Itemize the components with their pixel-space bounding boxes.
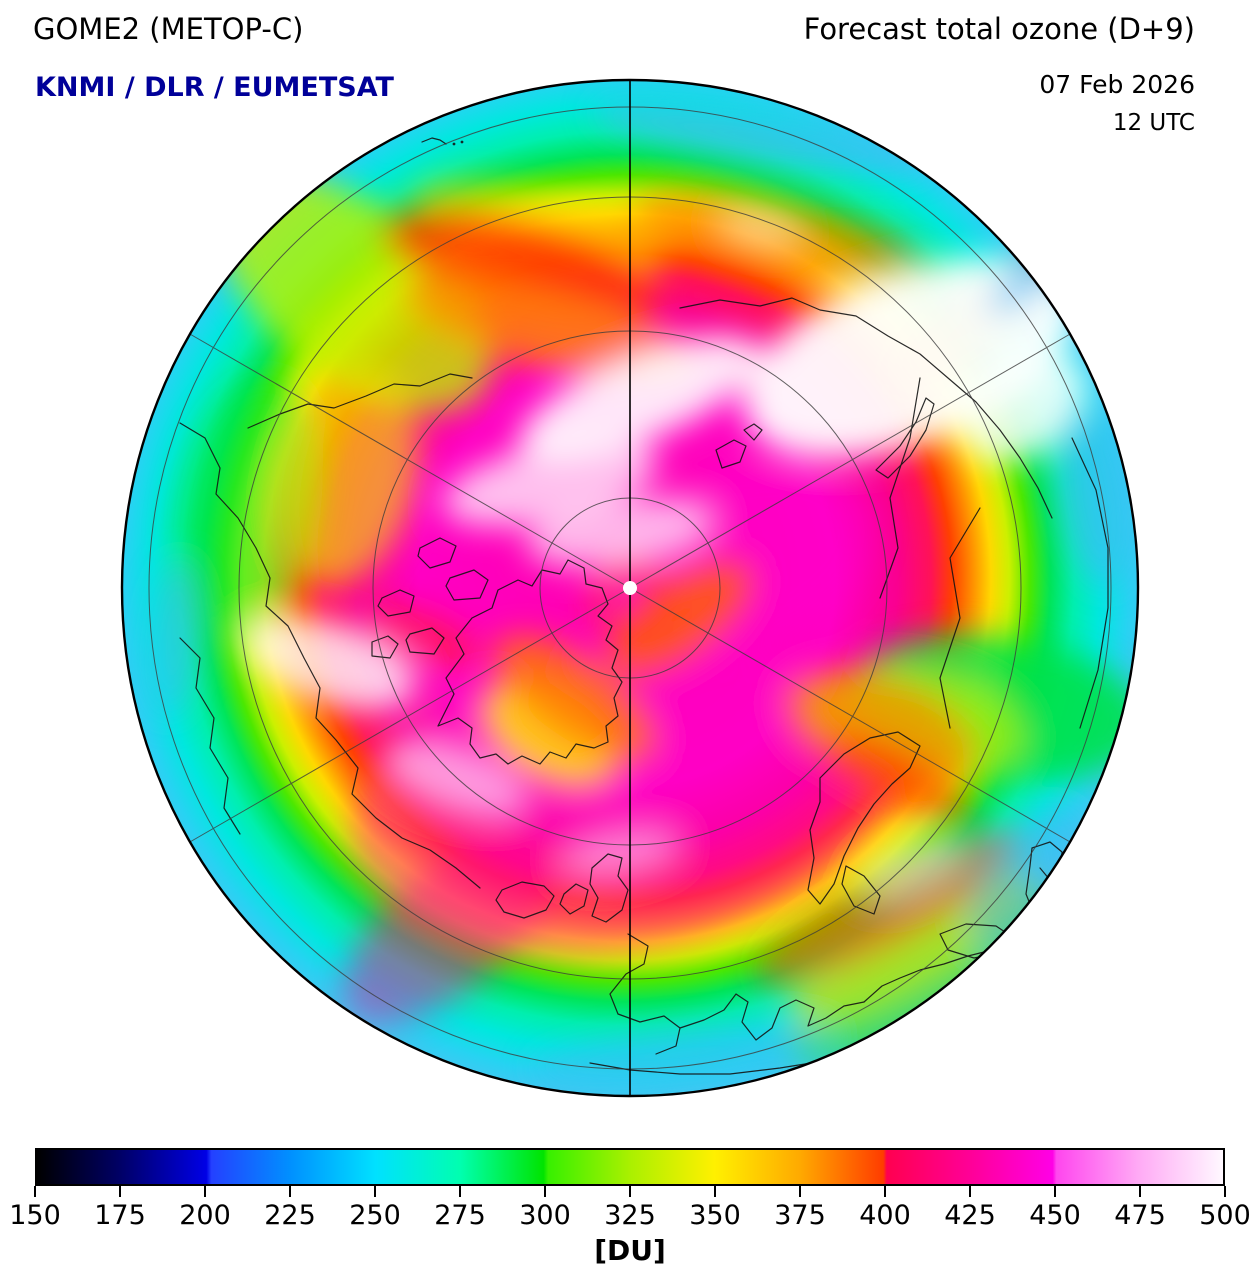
colorbar-tick	[34, 1186, 36, 1197]
ozone-map	[120, 78, 1140, 1098]
colorbar-tick-label: 275	[434, 1200, 486, 1231]
colorbar-tick-label: 150	[9, 1200, 61, 1231]
colorbar-gradient	[37, 1150, 1223, 1184]
colorbar-tick-label: 425	[944, 1200, 996, 1231]
colorbar-tick-label: 400	[859, 1200, 911, 1231]
organisations-label: KNMI / DLR / EUMETSAT	[35, 72, 394, 103]
colorbar-tick	[544, 1186, 546, 1197]
colorbar-tick	[204, 1186, 206, 1197]
colorbar	[35, 1148, 1225, 1186]
colorbar-tick	[629, 1186, 631, 1197]
colorbar-tick	[119, 1186, 121, 1197]
colorbar-tick-label: 250	[349, 1200, 401, 1231]
colorbar-tick-label: 350	[689, 1200, 741, 1231]
forecast-title: Forecast total ozone (D+9)	[803, 12, 1195, 46]
colorbar-tick	[1224, 1186, 1226, 1197]
colorbar-tick	[289, 1186, 291, 1197]
colorbar-tick-label: 225	[264, 1200, 316, 1231]
colorbar-tick-label: 200	[179, 1200, 231, 1231]
instrument-title: GOME2 (METOP-C)	[33, 12, 304, 46]
colorbar-unit-label: [DU]	[594, 1234, 666, 1267]
colorbar-tick-label: 450	[1029, 1200, 1081, 1231]
forecast-time: 12 UTC	[1112, 110, 1195, 136]
colorbar-tick-label: 325	[604, 1200, 656, 1231]
map-outline	[120, 78, 1140, 1098]
colorbar-tick	[1054, 1186, 1056, 1197]
colorbar-tick-label: 375	[774, 1200, 826, 1231]
colorbar-tick	[969, 1186, 971, 1197]
colorbar-tick	[884, 1186, 886, 1197]
colorbar-tick	[799, 1186, 801, 1197]
colorbar-tick	[374, 1186, 376, 1197]
colorbar-tick	[714, 1186, 716, 1197]
colorbar-tick-label: 500	[1199, 1200, 1251, 1231]
colorbar-tick-label: 300	[519, 1200, 571, 1231]
colorbar-tick-label: 475	[1114, 1200, 1166, 1231]
pole-dot	[623, 581, 637, 595]
colorbar-tick	[459, 1186, 461, 1197]
colorbar-tick-label: 175	[94, 1200, 146, 1231]
ozone-map-svg	[120, 78, 1140, 1098]
forecast-date: 07 Feb 2026	[1039, 70, 1195, 99]
colorbar-tick	[1139, 1186, 1141, 1197]
